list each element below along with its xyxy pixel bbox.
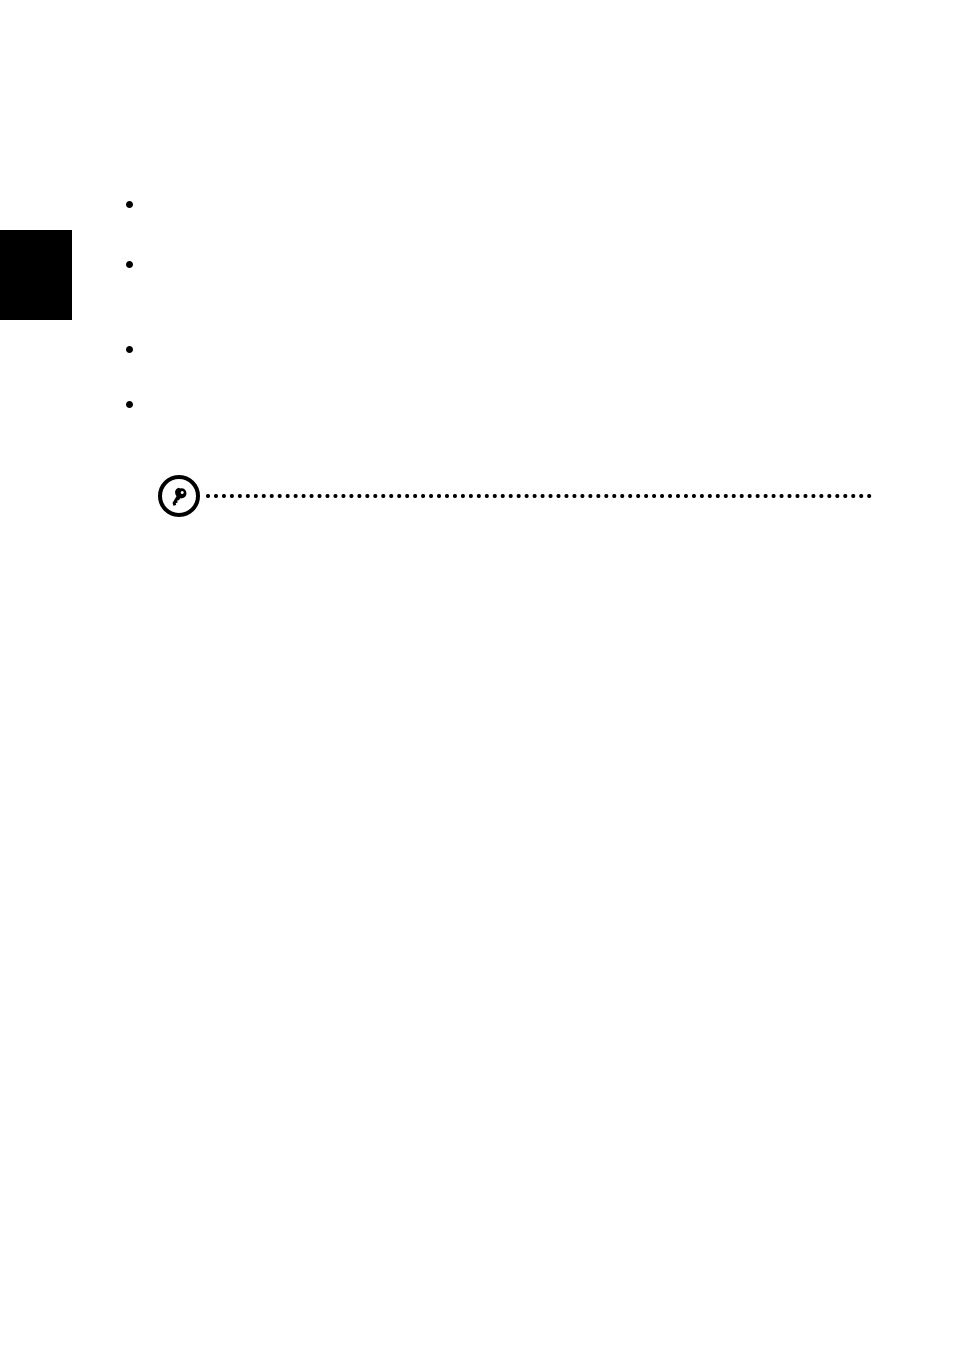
bullet-list bbox=[126, 201, 133, 458]
key-glyph bbox=[167, 484, 191, 508]
dotted-divider bbox=[206, 494, 872, 498]
bullet-item bbox=[126, 401, 133, 408]
note-divider-row bbox=[158, 475, 872, 517]
bullet-item bbox=[126, 346, 133, 353]
key-icon bbox=[158, 475, 200, 517]
bullet-item bbox=[126, 201, 133, 208]
thumb-tab bbox=[0, 230, 72, 320]
bullet-item bbox=[126, 261, 133, 268]
